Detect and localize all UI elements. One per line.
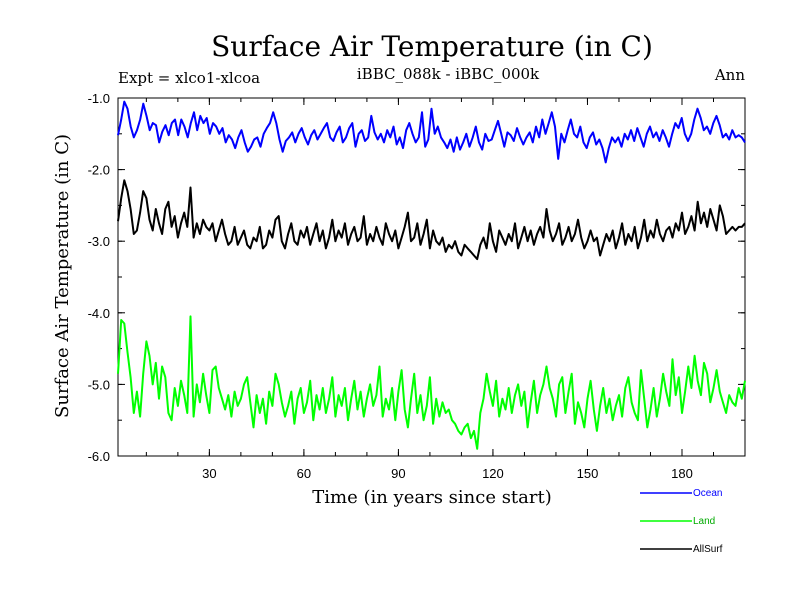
y-tick-label: -1.0: [88, 91, 110, 106]
legend-label-land: Land: [693, 516, 715, 527]
axis-ticks: -1.0 -2.0 -3.0 -4.0 -5.0 -6.0 30 60 90 120 150 180: [88, 91, 745, 481]
series-line-allsurf: [117, 179, 746, 261]
experiment-label: Expt = xlco1-xlcoa: [118, 69, 260, 87]
chart-title: Surface Air Temperature (in C): [211, 30, 653, 63]
series-line-land: [117, 315, 746, 450]
y-tick-label: -4.0: [88, 306, 110, 321]
x-tick-label: 30: [202, 466, 216, 481]
y-tick-label: -2.0: [88, 163, 110, 178]
x-tick-label: 120: [482, 466, 504, 481]
legend-label-ocean: Ocean: [693, 488, 722, 499]
x-tick-label: 90: [391, 466, 405, 481]
y-tick-label: -3.0: [88, 234, 110, 249]
x-tick-label: 180: [671, 466, 693, 481]
y-tick-label: -5.0: [88, 377, 110, 392]
legend-label-allsurf: AllSurf: [693, 544, 723, 555]
comparison-label: iBBC_088k - iBBC_000k: [357, 65, 540, 83]
legend: Ocean Land AllSurf: [640, 488, 723, 555]
y-axis-label: Surface Air Temperature (in C): [52, 134, 73, 418]
x-tick-label: 150: [577, 466, 599, 481]
series-lines: [117, 100, 746, 450]
y-tick-label: -6.0: [88, 449, 110, 464]
x-axis-label: Time (in years since start): [312, 487, 552, 508]
season-label: Ann: [714, 66, 745, 84]
x-tick-label: 60: [297, 466, 311, 481]
series-line-ocean: [117, 100, 746, 164]
